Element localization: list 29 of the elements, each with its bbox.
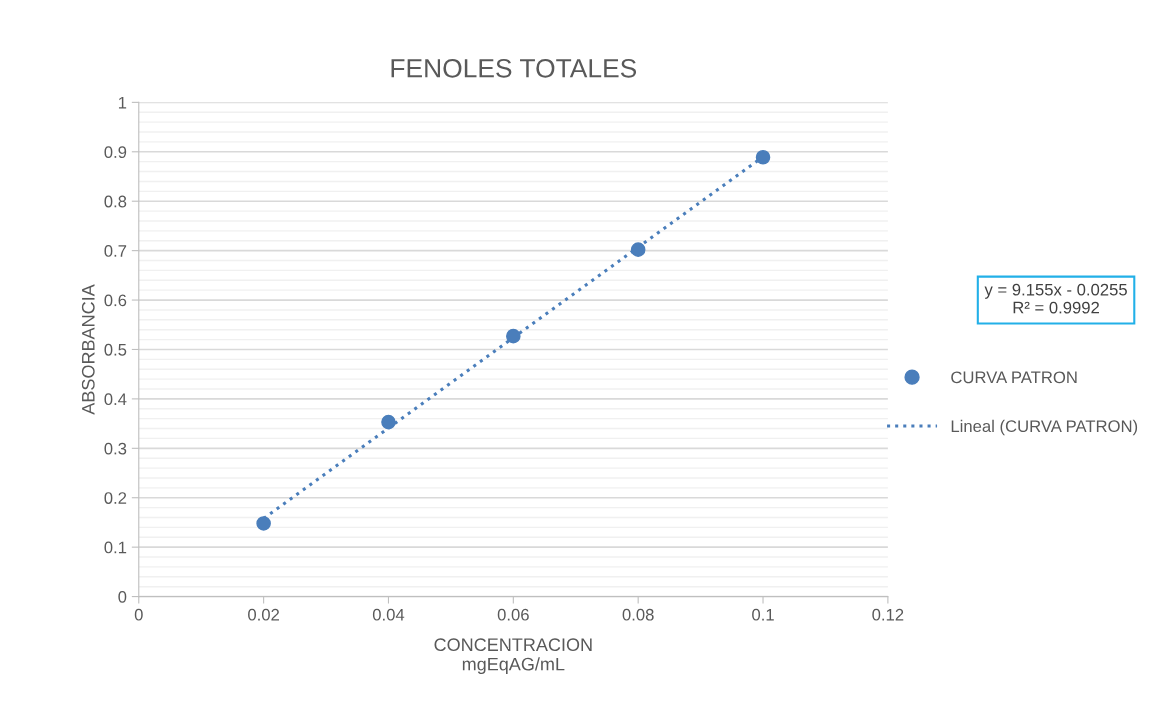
x-tick-label: 0.02 xyxy=(248,608,279,621)
x-tick-label: 0.12 xyxy=(872,608,904,621)
point xyxy=(256,516,271,531)
y-tick-label: 0 xyxy=(118,590,127,603)
point xyxy=(506,328,521,344)
legend-label: CURVA PATRON xyxy=(951,371,1077,384)
y-tick-label: 0.4 xyxy=(104,393,127,406)
x-axis-title: CONCENTRACION mgEqAG/mL xyxy=(434,638,592,675)
y-tick-label: 0.9 xyxy=(104,146,127,158)
x-tick-label: 0.06 xyxy=(497,608,529,621)
x-tick-label: 0.08 xyxy=(622,608,654,621)
point xyxy=(630,242,646,257)
x-tick-label: 0.04 xyxy=(372,608,405,621)
y-tick-label: 0.5 xyxy=(104,343,127,356)
y-tick-label: 0.6 xyxy=(104,294,127,307)
y-tick-label: 0.2 xyxy=(104,492,127,504)
y-tick-label: 0.7 xyxy=(104,245,127,257)
legend-label: Lineal (CURVA PATRON) xyxy=(951,419,1138,436)
text: y = 9.155x - 0.0255 R² = 0.9992 xyxy=(984,283,1127,314)
y-axis-title: ABSORBANCIA xyxy=(81,284,95,415)
y-tick-label: 1 xyxy=(118,96,127,109)
point xyxy=(381,414,396,430)
x-tick-label: 0.1 xyxy=(752,608,774,621)
y-tick-label: 0.1 xyxy=(104,541,127,554)
x-tick-label: 0 xyxy=(134,608,143,621)
y-tick-label: 0.8 xyxy=(104,195,127,208)
y-tick-label: 0.3 xyxy=(104,442,127,455)
chart-title: FENOLES TOTALES xyxy=(391,58,637,78)
point xyxy=(755,149,771,165)
